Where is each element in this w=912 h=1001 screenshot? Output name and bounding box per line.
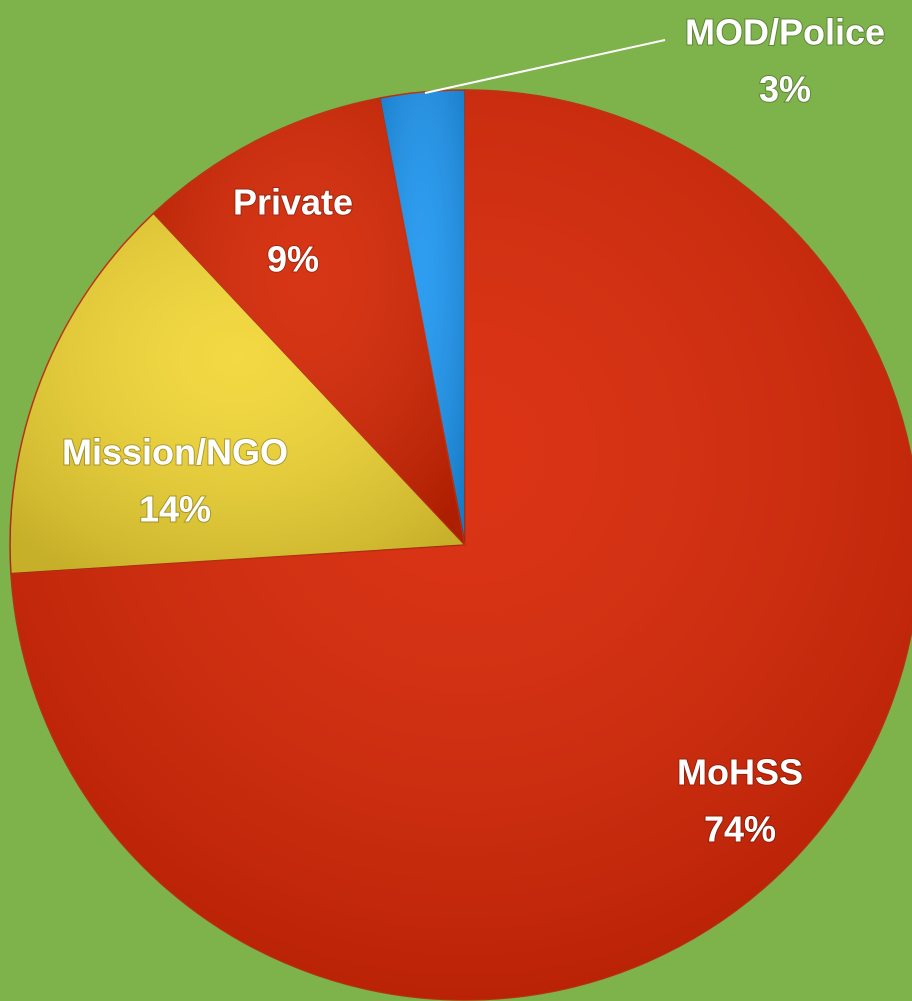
- leader-line: [424, 39, 666, 94]
- pie: [9, 89, 912, 1001]
- value-label: 74%: [704, 809, 776, 850]
- category-label: Private: [233, 182, 353, 223]
- category-label: MOD/Police: [685, 12, 885, 53]
- value-label: 14%: [139, 489, 211, 530]
- value-label: 9%: [267, 239, 319, 280]
- labels: MoHSS 74% Mission/NGO 14% Private 9% MOD/Polic…: [61, 11, 886, 851]
- value-label: 3%: [759, 69, 811, 110]
- category-label: MoHSS: [677, 752, 803, 793]
- category-label: Mission/NGO: [62, 432, 288, 473]
